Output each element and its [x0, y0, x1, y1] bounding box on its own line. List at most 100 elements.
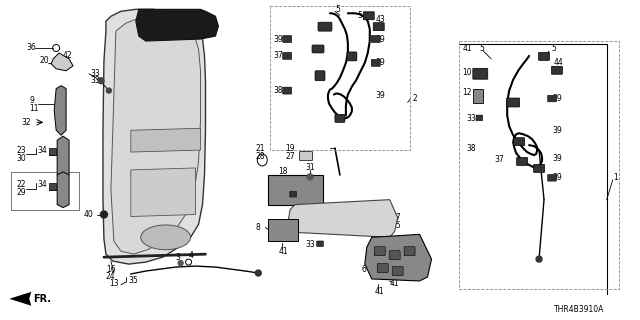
- FancyBboxPatch shape: [290, 191, 296, 197]
- Text: 5: 5: [335, 5, 340, 14]
- Circle shape: [100, 211, 108, 218]
- Text: 30: 30: [17, 154, 26, 163]
- Text: 39: 39: [552, 154, 562, 163]
- Circle shape: [106, 88, 111, 93]
- Text: 39: 39: [552, 126, 562, 135]
- Polygon shape: [51, 53, 73, 71]
- Circle shape: [307, 174, 313, 180]
- Text: 23: 23: [17, 146, 26, 155]
- Text: 39: 39: [376, 35, 385, 44]
- Text: 39: 39: [552, 94, 562, 103]
- FancyBboxPatch shape: [335, 114, 345, 122]
- Text: 8: 8: [255, 223, 260, 232]
- FancyBboxPatch shape: [548, 95, 556, 102]
- Circle shape: [536, 256, 542, 262]
- Text: 22: 22: [17, 180, 26, 189]
- Text: 1: 1: [612, 173, 618, 182]
- Bar: [49, 183, 56, 190]
- Text: 25: 25: [392, 221, 401, 230]
- Text: 29: 29: [17, 188, 26, 197]
- FancyBboxPatch shape: [476, 115, 483, 121]
- FancyBboxPatch shape: [283, 36, 292, 43]
- Polygon shape: [288, 200, 397, 237]
- Polygon shape: [57, 136, 69, 180]
- Text: 39: 39: [552, 173, 562, 182]
- FancyBboxPatch shape: [377, 264, 388, 273]
- Text: THR4B3910A: THR4B3910A: [554, 305, 604, 314]
- Text: 39: 39: [273, 35, 283, 44]
- Polygon shape: [57, 172, 69, 208]
- FancyBboxPatch shape: [534, 164, 545, 172]
- Text: 39: 39: [376, 58, 385, 67]
- Text: 13: 13: [109, 279, 118, 288]
- FancyBboxPatch shape: [507, 98, 520, 107]
- Polygon shape: [10, 292, 31, 306]
- Text: 3: 3: [175, 253, 180, 262]
- FancyBboxPatch shape: [552, 66, 563, 74]
- Text: 34: 34: [37, 180, 47, 189]
- Polygon shape: [131, 128, 200, 152]
- Text: 44: 44: [554, 58, 564, 67]
- FancyBboxPatch shape: [404, 247, 415, 256]
- Text: 5: 5: [551, 44, 556, 53]
- Text: 21: 21: [255, 144, 265, 153]
- Text: 43: 43: [376, 15, 385, 24]
- FancyBboxPatch shape: [374, 247, 385, 256]
- Text: 6: 6: [362, 265, 367, 274]
- Text: 17: 17: [392, 213, 401, 222]
- Text: 11: 11: [29, 104, 39, 113]
- Text: 18: 18: [278, 167, 288, 176]
- Polygon shape: [54, 86, 66, 135]
- FancyBboxPatch shape: [318, 22, 332, 31]
- Text: 10: 10: [462, 68, 472, 77]
- FancyBboxPatch shape: [371, 36, 380, 43]
- FancyBboxPatch shape: [317, 241, 323, 246]
- Text: 27: 27: [285, 152, 295, 161]
- Text: 40: 40: [84, 210, 94, 219]
- Text: 28: 28: [255, 152, 265, 161]
- Polygon shape: [111, 15, 200, 254]
- Text: 31: 31: [305, 164, 315, 172]
- Polygon shape: [136, 9, 218, 41]
- FancyBboxPatch shape: [389, 251, 400, 260]
- Text: 2: 2: [413, 94, 417, 103]
- Polygon shape: [365, 234, 431, 281]
- Text: 33: 33: [278, 190, 288, 199]
- FancyBboxPatch shape: [312, 45, 324, 53]
- FancyBboxPatch shape: [300, 152, 312, 161]
- Text: 39: 39: [376, 91, 385, 100]
- FancyBboxPatch shape: [268, 220, 298, 241]
- Text: 35: 35: [129, 276, 139, 285]
- Circle shape: [98, 78, 104, 84]
- FancyBboxPatch shape: [474, 89, 483, 102]
- FancyBboxPatch shape: [473, 68, 488, 79]
- Polygon shape: [103, 9, 205, 264]
- Text: 15: 15: [169, 20, 179, 29]
- Text: 37: 37: [494, 156, 504, 164]
- Text: 37: 37: [273, 52, 283, 60]
- Text: 14: 14: [169, 12, 179, 21]
- FancyBboxPatch shape: [315, 71, 325, 81]
- FancyBboxPatch shape: [373, 23, 384, 31]
- Text: FR.: FR.: [33, 294, 51, 304]
- Text: 33: 33: [90, 69, 100, 78]
- FancyBboxPatch shape: [392, 267, 403, 276]
- FancyBboxPatch shape: [364, 12, 374, 20]
- Text: 7: 7: [415, 255, 419, 264]
- Text: 32: 32: [21, 118, 31, 127]
- FancyBboxPatch shape: [347, 52, 357, 61]
- FancyBboxPatch shape: [514, 138, 525, 146]
- Circle shape: [178, 260, 183, 266]
- FancyBboxPatch shape: [538, 52, 550, 60]
- Ellipse shape: [141, 225, 191, 250]
- Text: 4: 4: [189, 251, 193, 260]
- Text: 16: 16: [106, 265, 116, 274]
- FancyBboxPatch shape: [548, 175, 556, 181]
- Text: 41: 41: [462, 44, 472, 53]
- Text: 5: 5: [358, 11, 363, 20]
- Text: 36: 36: [26, 44, 36, 52]
- Text: 26: 26: [370, 215, 380, 224]
- Bar: [49, 148, 56, 155]
- Text: 38: 38: [273, 86, 283, 95]
- Circle shape: [255, 270, 261, 276]
